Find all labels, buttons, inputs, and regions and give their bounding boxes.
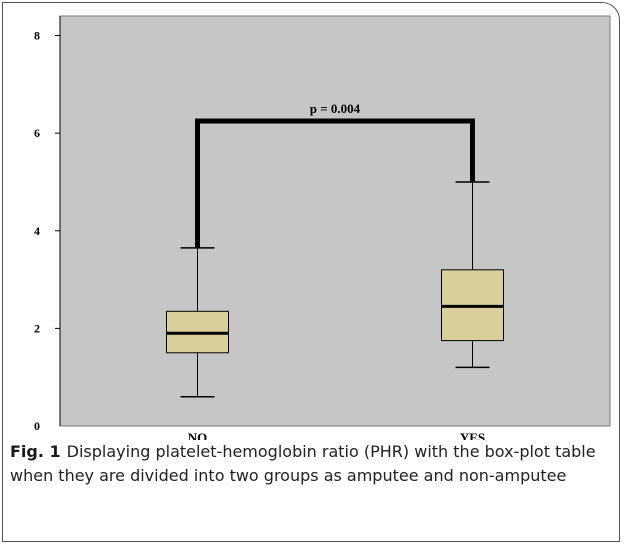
significance-bracket: p = 0.004 — [195, 101, 475, 248]
y-tick-label: 4 — [34, 224, 40, 238]
x-category-label: YES — [460, 430, 485, 440]
x-axis-categories: NO YES — [188, 430, 485, 440]
box-series — [166, 181, 504, 398]
y-tick-label: 2 — [34, 321, 40, 335]
y-axis-ticks: 0 2 4 6 8 — [34, 29, 60, 433]
p-value-label: p = 0.004 — [310, 101, 361, 116]
box-plot-chart: 0 2 4 6 8 p = 0.004 NO YES — [34, 15, 611, 440]
x-category-label: NO — [188, 430, 208, 440]
y-tick-label: 0 — [34, 419, 40, 433]
y-tick-label: 6 — [34, 126, 40, 140]
figure-caption: Fig. 1 Displaying platelet-hemoglobin rat… — [10, 440, 610, 488]
figure-label: Fig. 1 — [10, 442, 61, 461]
bracket-line — [195, 118, 475, 248]
plot-background — [59, 15, 611, 427]
caption-text: Displaying platelet-hemoglobin ratio (PH… — [10, 442, 596, 485]
y-tick-label: 8 — [34, 29, 40, 43]
